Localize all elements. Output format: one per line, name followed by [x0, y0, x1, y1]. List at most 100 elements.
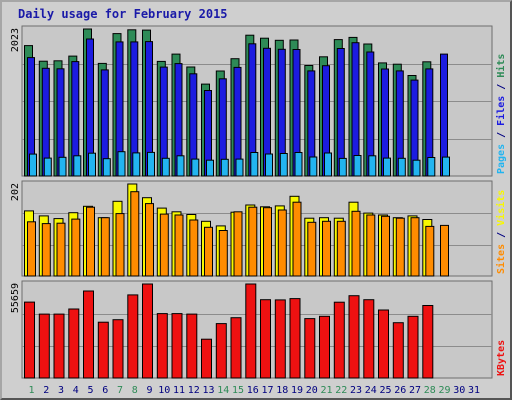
y-series-label-part: KBytes: [496, 340, 507, 376]
bar-sites-day-23: [351, 210, 361, 277]
bar-kbytes-day-8: [127, 294, 139, 379]
x-tick-label-day-31: 31: [468, 385, 480, 396]
bar-kbytes-day-14: [215, 323, 227, 379]
x-tick-label-day-6: 6: [102, 385, 108, 396]
bar-sites-day-6: [100, 217, 110, 277]
y-series-label: Sites / Visits: [495, 190, 507, 274]
y-max-label: 55659: [10, 283, 21, 313]
x-tick-label-day-9: 9: [146, 385, 152, 396]
x-tick-label-day-15: 15: [232, 385, 244, 396]
bar-pages-day-27: [412, 159, 421, 177]
bar-pages-day-18: [279, 153, 288, 177]
x-tick-label-day-1: 1: [28, 385, 34, 396]
bar-kbytes-day-1: [24, 301, 35, 379]
x-tick-label-day-19: 19: [291, 385, 303, 396]
bar-sites-day-19: [292, 201, 302, 277]
bar-sites-day-14: [218, 230, 228, 277]
bar-pages-day-11: [176, 155, 185, 177]
y-series-label-part: Pages: [496, 144, 507, 174]
bar-sites-day-20: [307, 221, 317, 277]
bar-kbytes-day-4: [68, 308, 80, 379]
bar-pages-day-12: [191, 158, 200, 177]
bar-pages-day-9: [147, 151, 155, 177]
bar-sites-day-10: [159, 213, 169, 277]
x-tick-label-day-30: 30: [453, 385, 465, 396]
bar-pages-day-8: [132, 152, 141, 177]
x-tick-label-day-18: 18: [276, 385, 288, 396]
panel-middle: 202 Sites / Visits: [10, 180, 507, 277]
bar-sites-day-5: [86, 206, 95, 277]
bar-pages-day-16: [250, 152, 259, 177]
x-tick-label-day-5: 5: [87, 385, 93, 396]
bar-kbytes-day-18: [274, 299, 286, 379]
bar-kbytes-day-6: [97, 321, 109, 379]
bar-sites-day-27: [410, 217, 420, 277]
x-tick-label-day-2: 2: [43, 385, 49, 396]
x-tick-label-day-17: 17: [261, 385, 273, 396]
bar-pages-day-3: [58, 156, 67, 177]
bar-sites-day-8: [130, 191, 140, 277]
bar-sites-day-11: [174, 214, 184, 277]
bar-kbytes-day-10: [156, 313, 168, 379]
bar-sites-day-18: [277, 209, 287, 277]
bar-pages-day-5: [88, 152, 96, 177]
x-tick-label-day-14: 14: [217, 385, 229, 396]
bar-pages-day-21: [324, 152, 332, 177]
x-tick-label-day-16: 16: [247, 385, 259, 396]
bar-sites-day-3: [56, 222, 66, 277]
bar-pages-day-19: [294, 152, 303, 177]
bar-pages-day-6: [102, 158, 111, 177]
bar-sites-day-12: [189, 219, 199, 277]
bar-pages-day-24: [368, 155, 377, 177]
bar-sites-day-25: [381, 215, 390, 277]
x-tick-label-day-12: 12: [188, 385, 200, 396]
x-tick-label-day-13: 13: [202, 385, 214, 396]
bar-sites-day-4: [71, 218, 81, 277]
bar-sites-day-1: [27, 221, 36, 277]
bar-pages-day-10: [161, 157, 170, 177]
x-tick-label-day-23: 23: [350, 385, 362, 396]
x-tick-label-day-20: 20: [306, 385, 318, 396]
bar-kbytes-day-23: [348, 295, 360, 379]
x-tick-label-day-28: 28: [424, 385, 436, 396]
bar-kbytes-day-16: [245, 283, 257, 379]
y-series-label-part: /: [496, 126, 507, 144]
y-series-label-part: Hits: [495, 54, 507, 78]
x-tick-label-day-29: 29: [438, 385, 450, 396]
bar-pages-day-20: [309, 156, 318, 177]
bar-sites-day-24: [366, 214, 376, 277]
x-axis-labels: 1 2 3 4 5 6 7 8 9 10 11 12 13 14 15 16 17 18 19 20 21 22 23 24 2…: [28, 385, 480, 396]
x-tick-label-day-4: 4: [73, 385, 79, 396]
y-series-label-part: /: [496, 78, 507, 96]
x-tick-label-day-25: 25: [379, 385, 391, 396]
x-tick-label-day-26: 26: [394, 385, 406, 396]
y-series-label-part: Sites: [495, 244, 507, 274]
bar-sites-day-13: [204, 226, 213, 277]
bar-sites-day-26: [395, 217, 405, 277]
bar-pages-day-17: [265, 153, 273, 177]
bar-kbytes-day-25: [378, 309, 389, 379]
bar-kbytes-day-21: [319, 315, 330, 379]
bar-sites-day-21: [322, 220, 331, 277]
bar-pages-day-4: [73, 155, 82, 177]
bar-pages-day-14: [220, 158, 229, 177]
bar-pages-day-7: [117, 151, 126, 177]
bar-sites-day-28: [425, 225, 435, 277]
bar-kbytes-day-17: [260, 299, 271, 379]
chart-title: Daily usage for February 2015: [18, 7, 228, 21]
x-tick-label-day-8: 8: [132, 385, 138, 396]
bar-sites-day-16: [248, 206, 258, 277]
bar-kbytes-day-19: [289, 298, 301, 379]
bar-pages-day-15: [235, 158, 244, 177]
bar-kbytes-day-27: [407, 315, 419, 379]
bar-kbytes-day-12: [186, 313, 198, 379]
x-tick-label-day-21: 21: [320, 385, 332, 396]
bar-pages-day-29: [442, 156, 450, 177]
bar-sites-day-2: [41, 223, 51, 277]
x-tick-label-day-24: 24: [365, 385, 377, 396]
bar-kbytes-day-2: [38, 313, 50, 379]
bar-kbytes-day-7: [112, 319, 124, 379]
bar-kbytes-day-13: [201, 338, 212, 379]
y-max-label: 2023: [10, 28, 21, 52]
